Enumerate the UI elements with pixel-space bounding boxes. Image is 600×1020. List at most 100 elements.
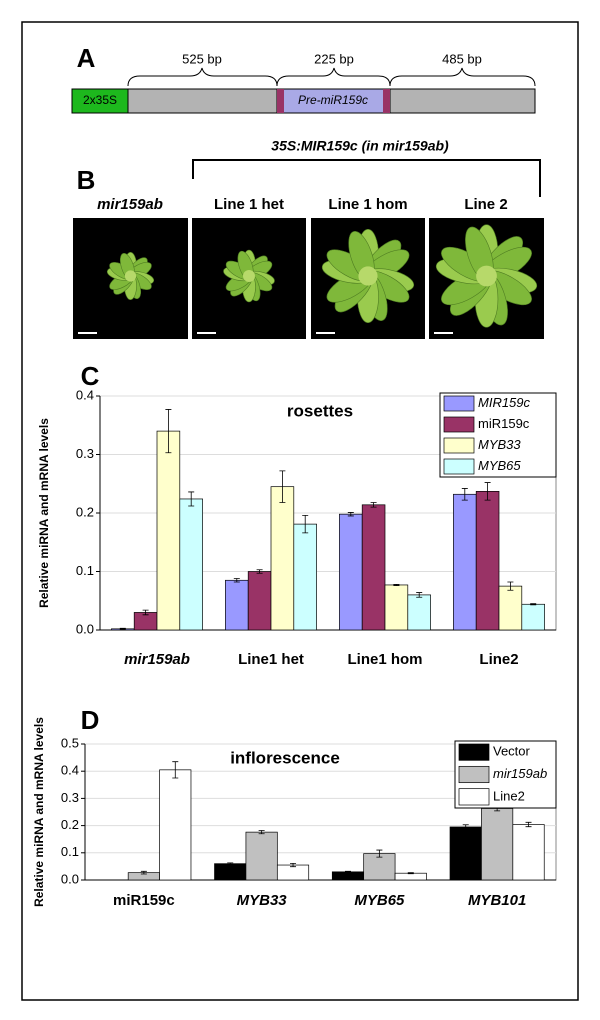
- x-tick-label: miR159c: [113, 892, 175, 909]
- bar: [521, 603, 545, 631]
- photos: [73, 218, 544, 339]
- bar: [394, 872, 427, 881]
- legend-label: MIR159c: [478, 395, 531, 410]
- y-tick-label: 0.4: [76, 387, 94, 402]
- bar: [384, 584, 409, 631]
- bar: [363, 853, 396, 881]
- y-tick-label: 0.1: [76, 563, 94, 578]
- legend-label: mir159ab: [493, 766, 547, 781]
- chart-title: inflorescence: [230, 748, 340, 767]
- bar: [225, 579, 249, 631]
- panel-label: D: [81, 705, 100, 735]
- x-tick-label: Line1 hom: [347, 651, 422, 668]
- precursor-end: [277, 89, 284, 113]
- promoter-label: 2x35S: [83, 93, 117, 107]
- error-bar: [302, 514, 309, 534]
- rosette-center: [476, 265, 497, 287]
- y-tick-label: 0.5: [61, 735, 79, 750]
- error-bar: [484, 482, 491, 501]
- bar: [159, 769, 192, 881]
- error-bar: [530, 603, 537, 606]
- rosette-center: [243, 270, 255, 282]
- bar: [481, 808, 514, 881]
- bar: [453, 493, 477, 631]
- bar: [293, 523, 317, 631]
- panel-label: C: [81, 361, 100, 391]
- y-tick-label: 0.3: [76, 446, 94, 461]
- length-label: 225 bp: [314, 51, 354, 66]
- x-tick-label: Line1 het: [238, 651, 304, 668]
- length-label: 525 bp: [182, 51, 222, 66]
- error-bar: [376, 849, 383, 858]
- error-bar: [172, 761, 179, 779]
- error-bar: [344, 870, 351, 873]
- bar: [449, 826, 482, 881]
- bar: [156, 430, 181, 631]
- legend-swatch: [443, 437, 475, 454]
- bar: [270, 486, 295, 631]
- precursor-end: [383, 89, 390, 113]
- bracket: [192, 159, 541, 197]
- legend-swatch: [458, 765, 490, 784]
- y-tick-label: 0.0: [76, 621, 94, 636]
- construct-label: 35S:MIR159c (in mir159ab): [271, 138, 449, 154]
- error-bar: [119, 627, 126, 630]
- legend-swatch: [458, 788, 490, 806]
- x-tick-label: MYB101: [468, 892, 526, 909]
- error-bar: [142, 609, 149, 616]
- error-bar: [258, 830, 265, 835]
- sample-label: Line 2: [464, 196, 507, 213]
- error-bar: [227, 862, 234, 865]
- y-tick-label: 0.4: [61, 763, 79, 778]
- x-tick-label: Line2: [479, 651, 518, 668]
- error-bar: [525, 821, 532, 828]
- bar: [247, 571, 272, 631]
- error-bar: [188, 491, 195, 507]
- panel-label: B: [77, 165, 96, 195]
- bar: [512, 824, 545, 881]
- error-bar: [256, 569, 263, 574]
- chart-title: rosettes: [287, 401, 353, 420]
- sample-label: mir159ab: [97, 196, 163, 213]
- length-label: 485 bp: [442, 51, 482, 66]
- x-tick-label: MYB33: [237, 892, 288, 909]
- rosette-center: [124, 270, 137, 282]
- y-tick-label: 0.0: [61, 871, 79, 886]
- error-bar: [347, 512, 354, 517]
- error-bar: [407, 872, 414, 875]
- error-bar: [290, 863, 297, 868]
- legend-swatch: [443, 458, 475, 475]
- error-bar: [461, 488, 468, 501]
- panel-label: A: [77, 43, 96, 73]
- y-tick-label: 0.1: [61, 844, 79, 859]
- sample-label: Line 1 hom: [328, 196, 407, 213]
- error-bar: [279, 470, 286, 503]
- legend-swatch: [458, 743, 490, 761]
- bar: [179, 498, 203, 631]
- error-bar: [416, 592, 423, 598]
- x-tick-label: MYB65: [354, 892, 405, 909]
- bar: [214, 863, 247, 881]
- bar: [339, 513, 363, 631]
- y-tick-label: 0.2: [76, 504, 94, 519]
- y-tick-label: 0.3: [61, 790, 79, 805]
- bar: [407, 594, 431, 631]
- brace: [127, 67, 278, 87]
- legend-label: MYB65: [478, 458, 521, 473]
- error-bar: [507, 581, 514, 591]
- legend-label: Vector: [493, 744, 531, 759]
- precursor-label: Pre-miR159c: [298, 93, 368, 107]
- bar: [361, 504, 386, 631]
- error-bar: [165, 409, 172, 454]
- error-bar: [370, 502, 377, 508]
- error-bar: [393, 583, 400, 586]
- error-bar: [462, 824, 469, 830]
- promoter-box: [71, 88, 129, 114]
- rosette-center: [358, 266, 378, 286]
- bar: [475, 491, 500, 631]
- legend-swatch: [443, 395, 475, 412]
- bar: [276, 864, 310, 881]
- bar: [245, 831, 278, 881]
